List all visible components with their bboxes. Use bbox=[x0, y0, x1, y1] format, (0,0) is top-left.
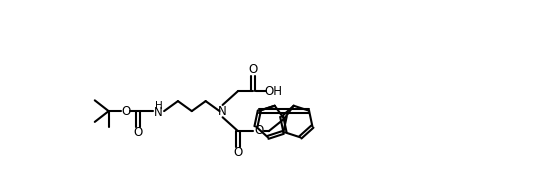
Text: N: N bbox=[218, 105, 227, 118]
Text: OH: OH bbox=[264, 85, 282, 98]
Text: O: O bbox=[254, 124, 264, 137]
Text: O: O bbox=[233, 146, 243, 159]
Text: O: O bbox=[133, 126, 143, 139]
Text: H: H bbox=[155, 102, 162, 111]
Text: N: N bbox=[154, 106, 163, 119]
Text: O: O bbox=[249, 63, 258, 76]
Text: O: O bbox=[121, 105, 130, 118]
